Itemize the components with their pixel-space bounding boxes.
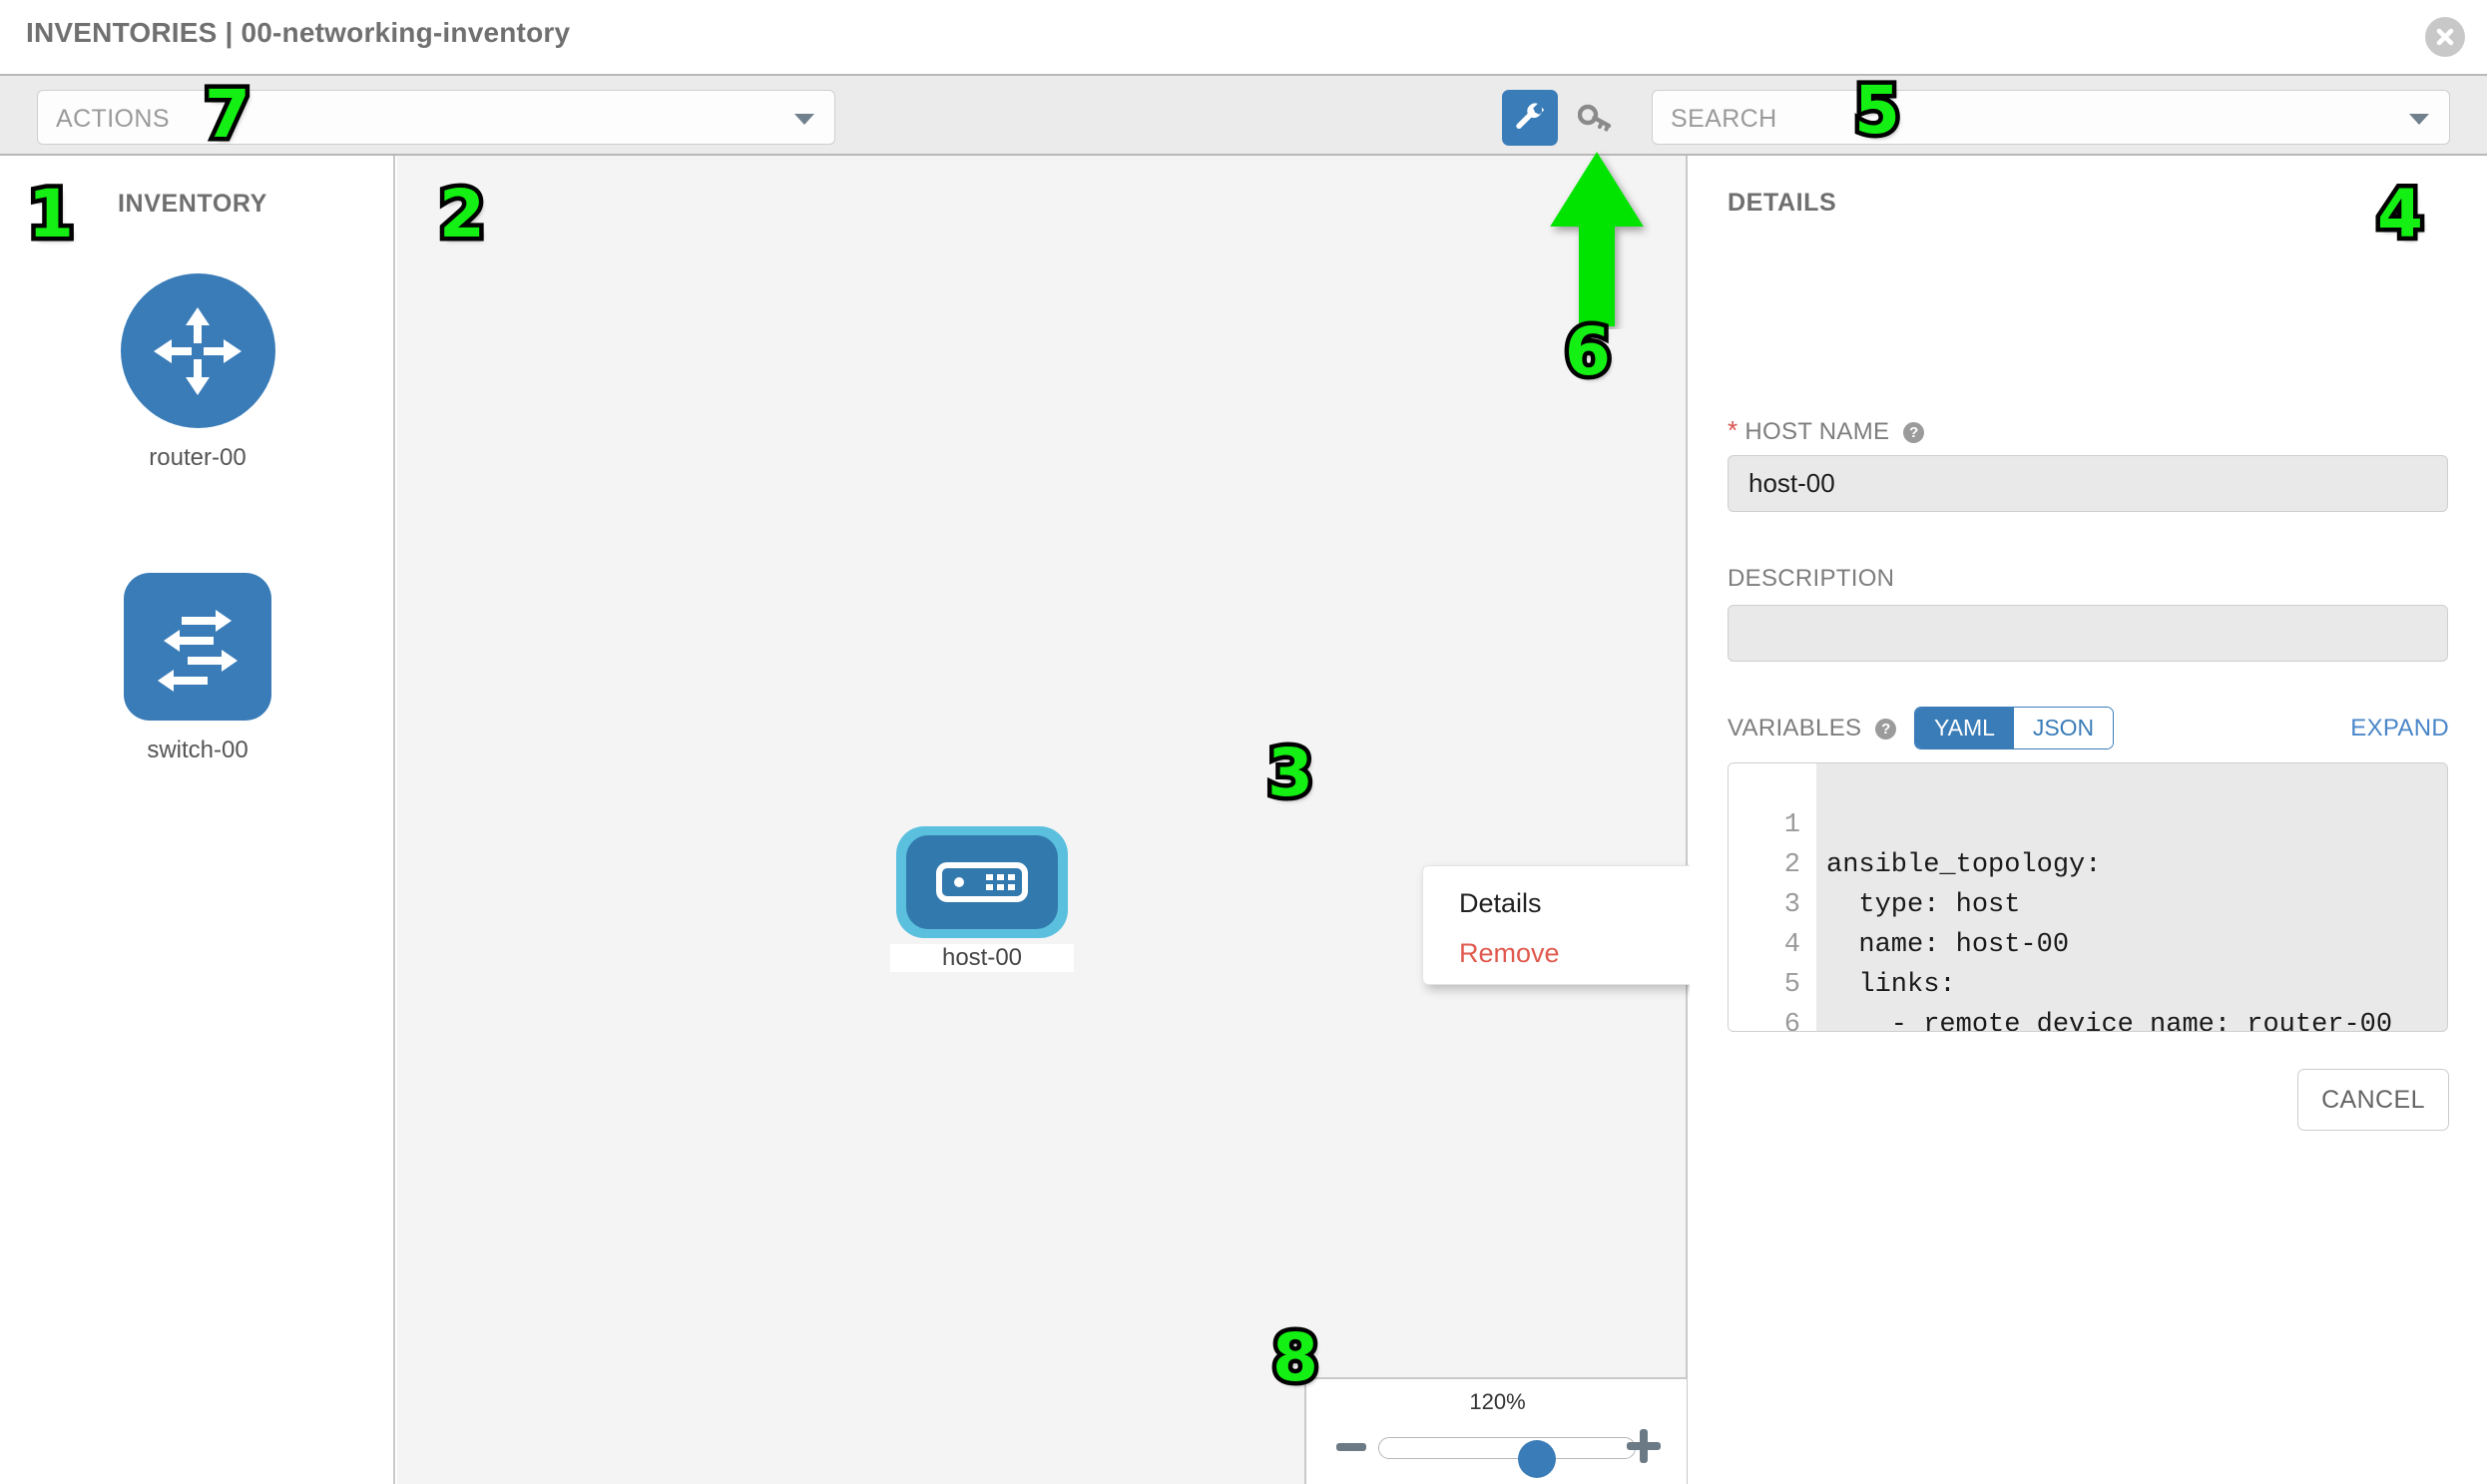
host-name-field[interactable] (1728, 455, 2448, 512)
chevron-down-icon (794, 114, 814, 125)
editor-line-number: 4 (1783, 930, 1800, 960)
zoom-slider-row (1306, 1427, 1689, 1478)
editor-line: 7 remote_interface_name: eth0 (1729, 1005, 2447, 1031)
editor-line-text: - remote_device_name: router-00 (1826, 1010, 2393, 1032)
router-icon (120, 273, 275, 428)
question-circle-icon[interactable]: ? (1903, 422, 1925, 443)
editor-line-number: 6 (1783, 1010, 1800, 1032)
format-option-json[interactable]: JSON (2014, 708, 2113, 748)
editor-line-number: 1 (1783, 810, 1800, 840)
variables-label: VARIABLES ? (1728, 715, 1897, 742)
expand-link[interactable]: EXPAND (2350, 715, 2449, 742)
zoom-slider-thumb[interactable] (1518, 1440, 1556, 1478)
close-icon[interactable] (2425, 17, 2465, 57)
canvas-node-label: host-00 (890, 944, 1074, 972)
editor-line-text: ansible_topology: (1826, 850, 2102, 880)
toolbar: ACTIONS SEARCH (0, 74, 2487, 156)
actions-dropdown[interactable]: ACTIONS (37, 90, 835, 145)
context-menu-item-details[interactable]: Details (1459, 888, 1542, 918)
zoom-percent-label: 120% (1469, 1389, 1526, 1414)
inventory-item-router-00[interactable]: router-00 (0, 273, 395, 472)
inventory-item-switch-00[interactable]: switch-00 (0, 573, 395, 764)
plus-icon[interactable] (1627, 1429, 1661, 1463)
editor-line: 6 name: eth0 (1729, 965, 2447, 1031)
editor-gutter (1729, 763, 1816, 1031)
description-label: DESCRIPTION (1728, 565, 1895, 592)
editor-line-number: 3 (1783, 890, 1800, 920)
main-body: INVENTORY router-00 (0, 156, 2487, 1484)
question-circle-icon[interactable]: ? (1875, 719, 1897, 740)
zoom-control-panel: 120% (1304, 1377, 1687, 1484)
search-placeholder: SEARCH (1671, 105, 1777, 133)
variables-format-toggle: YAML JSON (1914, 707, 2114, 749)
canvas-node-host-00[interactable]: host-00 (890, 826, 1074, 972)
inventory-item-label: switch-00 (147, 737, 249, 763)
host-device-icon (906, 835, 1058, 929)
host-name-label: * HOST NAME ? (1728, 415, 1925, 446)
description-field[interactable] (1728, 605, 2448, 662)
editor-line: 5 - remote_device_name: router-00 (1729, 925, 2447, 1031)
variables-label-text: VARIABLES (1728, 715, 1862, 742)
inventory-item-label: router-00 (149, 444, 247, 471)
details-panel-title: DETAILS (1728, 189, 1837, 217)
switch-icon (124, 573, 271, 721)
details-panel: DETAILS * HOST NAME ? DESCRIPTION VARIAB… (1690, 156, 2487, 1484)
window-titlebar: INVENTORIES | 00-networking-inventory (0, 0, 2487, 74)
search-input[interactable]: SEARCH (1652, 90, 2450, 145)
key-icon[interactable] (1573, 98, 1617, 138)
host-name-label-text: HOST NAME (1744, 418, 1890, 445)
editor-line-text: links: (1826, 970, 1956, 1000)
inventory-panel: INVENTORY router-00 (0, 156, 395, 1484)
minus-icon[interactable] (1336, 1443, 1366, 1451)
actions-dropdown-label: ACTIONS (56, 105, 170, 133)
page-title: INVENTORIES | 00-networking-inventory (26, 17, 571, 48)
editor-line: 3 name: host-00 (1729, 845, 2447, 960)
editor-line: 4 links: (1729, 885, 2447, 1000)
format-option-yaml[interactable]: YAML (1915, 708, 2014, 748)
inventory-panel-title: INVENTORY (118, 190, 267, 218)
required-marker: * (1728, 415, 1739, 445)
wrench-icon[interactable] (1502, 90, 1558, 146)
editor-line-text: name: host-00 (1826, 930, 2070, 960)
chevron-down-icon (2409, 114, 2429, 125)
editor-line-number: 5 (1783, 970, 1800, 1000)
topology-canvas[interactable]: host-00 Details Remove (397, 156, 1743, 1484)
context-menu-item-remove[interactable]: Remove (1459, 938, 1560, 968)
zoom-slider[interactable] (1378, 1437, 1636, 1478)
editor-code-surface (1816, 763, 2447, 1031)
editor-line: 1 ansible_topology: (1729, 765, 2447, 880)
variables-code-editor[interactable]: 1 ansible_topology: 2 type: host 3 name:… (1728, 762, 2448, 1032)
editor-line-text: type: host (1826, 890, 2021, 920)
editor-line: 2 type: host (1729, 805, 2447, 920)
cancel-button[interactable]: CANCEL (2297, 1069, 2449, 1131)
editor-line-number: 2 (1783, 850, 1800, 880)
